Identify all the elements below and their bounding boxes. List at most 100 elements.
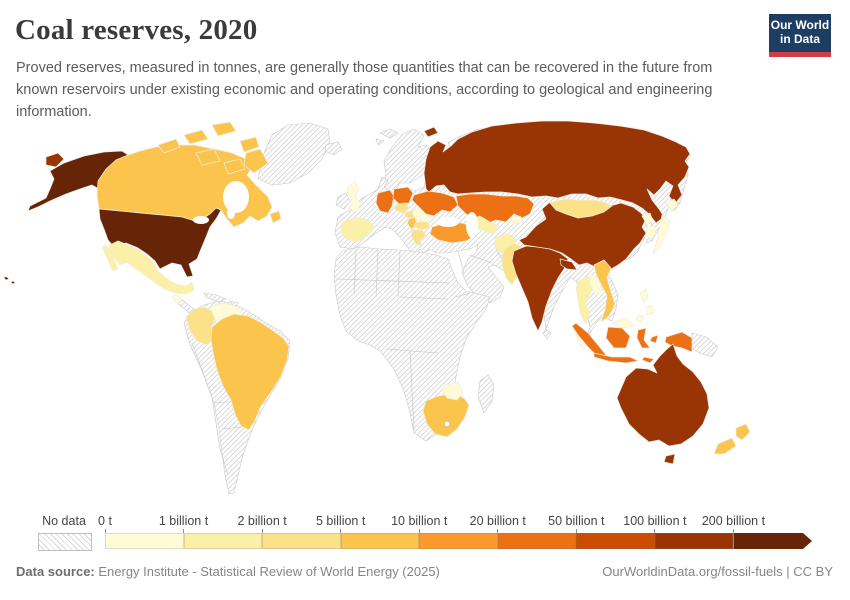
legend-tick — [104, 529, 106, 533]
country-novaya-zemlya[interactable] — [423, 126, 439, 138]
legend-segment[interactable] — [733, 533, 812, 549]
legend-no-data-swatch[interactable] — [38, 533, 92, 551]
legend-bin-label: 200 billion t — [701, 514, 766, 528]
country-japan-hokkaido[interactable] — [665, 198, 679, 212]
country-united-kingdom[interactable] — [346, 181, 362, 213]
country-greece[interactable] — [410, 229, 427, 247]
country-indonesia-borneo[interactable] — [605, 326, 631, 349]
data-source-text: Energy Institute - Statistical Review of… — [94, 564, 440, 579]
country-philippines[interactable] — [639, 288, 649, 304]
world-choropleth-map[interactable] — [0, 112, 850, 510]
country-canada-arctic[interactable] — [195, 148, 221, 166]
water-bodies — [193, 181, 478, 427]
caspian-sea — [466, 212, 478, 238]
country-czechia[interactable] — [394, 202, 410, 214]
country-colombia[interactable] — [185, 306, 217, 346]
country-indonesia-sumatra[interactable] — [571, 322, 607, 358]
country-tasmania[interactable] — [663, 453, 676, 465]
legend-bar[interactable]: 0 t 1 billion t 2 billion t 5 billion t 10 b… — [98, 514, 812, 549]
country-kyrgyzstan[interactable] — [509, 215, 525, 225]
country-canada-arctic[interactable] — [183, 129, 209, 145]
black-sea — [437, 217, 459, 227]
country-poland[interactable] — [392, 186, 414, 205]
legend-bin-label: 10 billion t — [391, 514, 448, 528]
country-new-zealand[interactable] — [735, 423, 751, 441]
country-ukraine[interactable] — [411, 190, 459, 217]
country-indonesia-west-papua[interactable] — [664, 331, 693, 353]
country-canada-arctic[interactable] — [239, 136, 260, 153]
country-mongolia[interactable] — [549, 198, 613, 219]
legend-tick — [732, 529, 734, 533]
hudson-bay — [223, 181, 249, 213]
legend-segment[interactable] — [105, 533, 184, 549]
sri-lanka — [542, 328, 552, 340]
country-philippines[interactable] — [635, 314, 645, 324]
legend-bin-label: 50 billion t — [548, 514, 605, 528]
country-indonesia-java[interactable] — [593, 352, 639, 364]
countries — [3, 120, 751, 465]
owid-logo[interactable]: Our World in Data — [769, 14, 831, 57]
legend-tick — [340, 529, 342, 533]
greenland — [257, 122, 331, 186]
country-chukotka-west[interactable] — [45, 152, 65, 168]
legend-segment[interactable] — [183, 533, 263, 549]
legend-segment[interactable] — [576, 533, 655, 549]
legend-tick — [418, 529, 420, 533]
country-zimbabwe[interactable] — [441, 381, 464, 401]
owid-link[interactable]: OurWorldinData.org/fossil-fuels | CC BY — [602, 564, 833, 579]
papua-new-guinea — [691, 332, 719, 358]
country-australia[interactable] — [616, 343, 710, 447]
country-japan-honshu[interactable] — [652, 214, 671, 255]
country-indonesia-lesser-sunda[interactable] — [641, 356, 655, 364]
country-canada-arctic[interactable] — [157, 138, 181, 154]
owid-logo-line1: Our World — [770, 18, 830, 33]
country-vietnam[interactable] — [593, 259, 616, 323]
legend-tick — [575, 529, 577, 533]
legend-segment[interactable] — [262, 533, 341, 549]
country-germany[interactable] — [375, 189, 395, 214]
svalbard — [375, 128, 399, 146]
country-mexico-baja[interactable] — [101, 244, 119, 272]
legend-segment[interactable] — [497, 533, 577, 549]
hispaniola — [229, 300, 239, 308]
country-canada-arctic[interactable] — [211, 121, 237, 137]
legend-bin-label: 5 billion t — [315, 514, 366, 528]
country-brazil[interactable] — [210, 313, 290, 431]
country-malaysia-borneo[interactable] — [611, 317, 635, 329]
legend-segment[interactable] — [419, 533, 498, 549]
country-alaska[interactable] — [27, 150, 129, 212]
country-usa[interactable] — [98, 207, 222, 278]
iceland — [324, 141, 343, 156]
legend-bin-label: 1 billion t — [158, 514, 209, 528]
country-bulgaria[interactable] — [413, 221, 431, 231]
cuba — [203, 292, 227, 303]
legend-bin-label: 100 billion t — [623, 514, 687, 528]
country-laos[interactable] — [589, 273, 603, 297]
country-guatemala[interactable] — [171, 293, 183, 305]
country-india-northeast[interactable] — [559, 258, 578, 271]
country-indonesia-sulawesi[interactable] — [636, 327, 651, 349]
chart-subtitle: Proved reserves, measured in tonnes, are… — [16, 60, 713, 120]
country-canada-arctic[interactable] — [223, 158, 246, 175]
legend-no-data-label: No data — [42, 514, 86, 528]
country-south-korea[interactable] — [645, 224, 657, 241]
ireland — [335, 192, 351, 210]
legend-segment[interactable] — [654, 533, 734, 549]
country-north-korea[interactable] — [641, 212, 654, 226]
country-canada-newfoundland[interactable] — [269, 210, 282, 224]
country-philippines[interactable] — [645, 304, 655, 316]
james-bay — [227, 207, 235, 219]
map-legend: No data 0 t 1 billion t 2 billion t 5 billi… — [0, 512, 850, 556]
data-source-label: Data source: — [16, 564, 95, 579]
country-spain[interactable] — [340, 216, 376, 243]
country-hawaii[interactable] — [3, 276, 16, 285]
country-mexico[interactable] — [107, 240, 195, 295]
legend-segment[interactable] — [340, 533, 420, 549]
legend-bin-label: 20 billion t — [469, 514, 526, 528]
country-russia[interactable] — [423, 120, 691, 224]
legend-tick — [654, 529, 656, 533]
madagascar — [477, 374, 495, 414]
country-new-zealand[interactable] — [713, 437, 737, 455]
country-indonesia-moluccas[interactable] — [649, 334, 659, 344]
country-canada-baffin[interactable] — [243, 148, 269, 174]
